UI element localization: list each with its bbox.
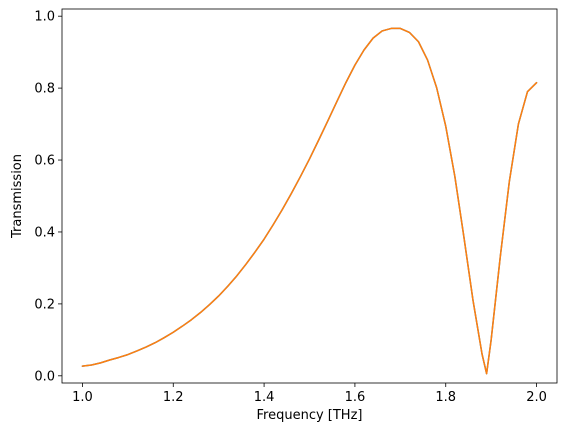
x-axis-label: Frequency [THz] xyxy=(257,408,363,423)
y-tick-label: 0.8 xyxy=(34,82,55,97)
y-tick-label: 0.4 xyxy=(34,225,55,240)
y-axis: 0.0 0.2 0.4 0.6 0.8 1.0 xyxy=(34,10,62,384)
y-axis-label: Transmission xyxy=(10,154,25,239)
series-line-1 xyxy=(81,27,538,375)
x-tick-label: 1.8 xyxy=(435,390,456,405)
series-line-2 xyxy=(81,27,538,375)
plot-frame xyxy=(61,8,558,384)
x-tick-label: 1.4 xyxy=(254,390,275,405)
y-tick-label: 0.0 xyxy=(34,369,55,384)
x-tick-label: 1.2 xyxy=(163,390,184,405)
y-tick-label: 1.0 xyxy=(34,10,55,25)
x-tick-label: 1.6 xyxy=(345,390,366,405)
y-tick-label: 0.2 xyxy=(34,297,55,312)
x-tick-label: 2.0 xyxy=(526,390,547,405)
series-layer xyxy=(81,27,538,375)
x-tick-label: 1.0 xyxy=(72,390,93,405)
y-tick-label: 0.6 xyxy=(34,154,55,169)
x-axis: 1.0 1.2 1.4 1.6 1.8 2.0 xyxy=(72,383,547,405)
